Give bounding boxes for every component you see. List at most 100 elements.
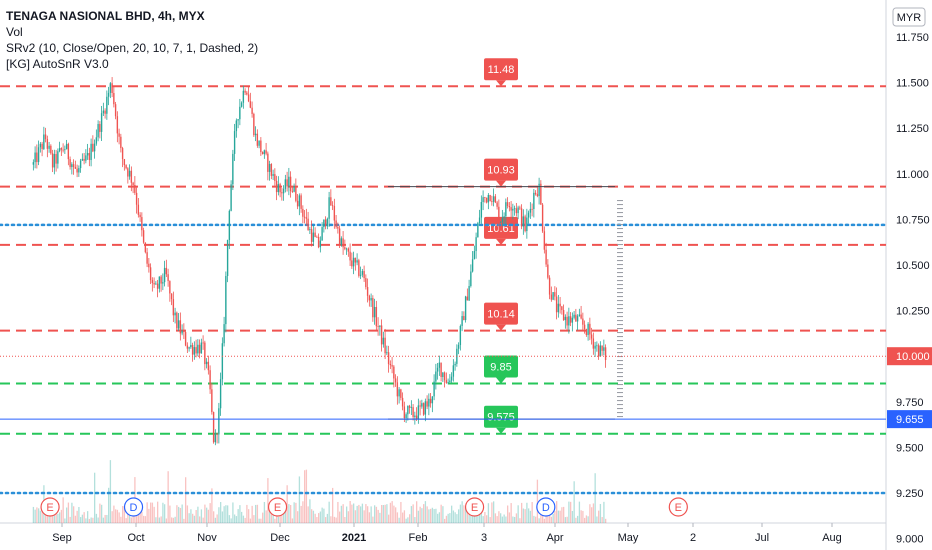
volume-bar (421, 508, 423, 523)
time-axis[interactable]: Sep Oct Nov Dec 2021 Feb 3 Apr May 2 Jul Aug (52, 523, 842, 544)
volume-bar (370, 506, 372, 523)
volume-bar (307, 506, 309, 523)
candle-body (391, 365, 393, 367)
candle-body (207, 361, 210, 371)
price-tick-label: 9.000 (896, 534, 924, 546)
volume-bar (461, 501, 463, 523)
candle-body (295, 186, 297, 201)
volume-bar (237, 509, 239, 523)
candle-body (32, 162, 35, 165)
candle-body (223, 324, 225, 344)
price-tick-label: 11.500 (896, 78, 929, 90)
candle-body (144, 242, 147, 253)
candle-body (197, 344, 199, 354)
candle-body (337, 227, 339, 229)
volume-bar (480, 511, 483, 523)
volume-bar (123, 505, 126, 523)
candle-body (174, 312, 176, 316)
volume-bar (375, 506, 378, 523)
event-marker-dividend[interactable]: D (123, 497, 144, 517)
candle-body (380, 325, 383, 345)
volume-bar (452, 510, 455, 523)
candle-body (167, 274, 169, 282)
candle-body (146, 252, 148, 264)
volume-bar (494, 513, 497, 523)
candle-body (559, 303, 561, 307)
candle-body (39, 143, 42, 148)
level-badge-box (484, 405, 518, 428)
candle-body (457, 345, 460, 349)
candle-body (97, 124, 99, 138)
volume-bar (99, 503, 101, 523)
volume-bar (185, 477, 187, 523)
candle-body (473, 251, 476, 260)
volume-bar (97, 517, 99, 523)
volume-bar (242, 515, 245, 523)
candle-body (141, 217, 143, 231)
volume-bar (592, 503, 595, 523)
indicator-srv2[interactable]: SRv2 (10, Close/Open, 20, 10, 7, 1, Dash… (6, 41, 259, 55)
indicator-vol[interactable]: Vol (6, 25, 23, 39)
candle-body (275, 180, 278, 193)
candle-body (244, 90, 246, 93)
volume-bar (556, 501, 558, 523)
volume-bar (228, 515, 231, 523)
candle-body (36, 152, 38, 163)
volume-bar (248, 509, 250, 523)
volume-bar (337, 501, 339, 523)
volume-bar (241, 511, 243, 523)
event-letter: E (46, 502, 53, 514)
volume-bar (438, 512, 441, 523)
crosshair-price-tag: 9.655 (896, 414, 924, 426)
level-badge-label: 10.93 (487, 165, 515, 177)
volume-bar (260, 518, 262, 523)
event-marker-earnings[interactable]: E (267, 497, 288, 517)
volume-bar (603, 501, 605, 523)
candle-body (583, 324, 586, 330)
event-marker-earnings[interactable]: E (668, 497, 688, 517)
volume-bar (477, 511, 479, 523)
candle-body (543, 231, 546, 250)
price-axis[interactable]: 11.750 11.500 11.250 11.000 10.750 10.500 10.2… (887, 7, 932, 546)
candle-body (564, 316, 567, 321)
indicator-autosnr[interactable]: [KG] AutoSnR V3.0 (6, 57, 109, 71)
candle-body (142, 230, 145, 243)
volume-bar (344, 516, 346, 523)
event-marker-earnings[interactable]: E (40, 497, 60, 517)
volume-bar (76, 510, 78, 523)
event-marker-earnings[interactable]: E (464, 497, 485, 517)
volume-bar (216, 514, 218, 523)
candle-body (387, 352, 390, 364)
candle-body (368, 295, 371, 301)
volume-bar (451, 505, 453, 523)
volume-bar (393, 505, 395, 523)
volume-bar (227, 505, 229, 523)
symbol-title[interactable]: TENAGA NASIONAL BHD, 4h, MYX (6, 9, 205, 23)
volume-bar (71, 502, 73, 523)
volume-bar (601, 517, 603, 523)
volume-bar (169, 505, 171, 523)
candle-body (239, 106, 241, 120)
volume-bar (339, 511, 341, 523)
candle-body (515, 208, 518, 214)
candle-body (414, 415, 416, 417)
candle-body (316, 236, 318, 238)
candle-body (552, 292, 554, 300)
volume-bar (230, 518, 232, 523)
volume-bar (382, 505, 385, 523)
volume-bar (179, 507, 182, 523)
volume-bar (335, 517, 337, 523)
volume-bar (354, 510, 357, 523)
volume-bar (262, 512, 264, 523)
volume-bar (510, 503, 512, 523)
candle-body (520, 208, 523, 227)
level-badge-label: 11.48 (488, 64, 515, 76)
event-marker-dividend[interactable]: D (536, 497, 556, 517)
candle-body (235, 120, 238, 132)
candle-body (162, 282, 164, 284)
candle-body (132, 182, 134, 186)
currency-badge[interactable] (892, 7, 926, 27)
volume-bar (340, 505, 343, 523)
